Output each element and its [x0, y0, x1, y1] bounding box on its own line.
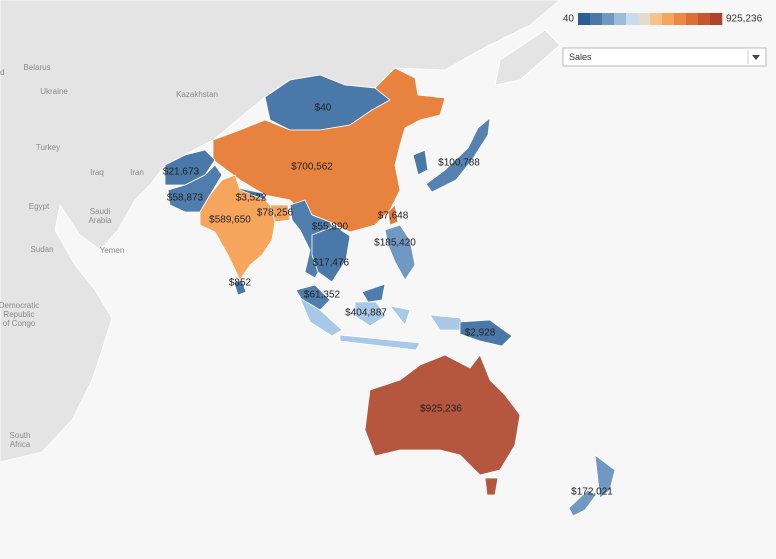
region: [387, 204, 399, 226]
filter-dropdown[interactable]: Sales: [562, 47, 767, 67]
region-label: $21,673: [163, 167, 200, 178]
place-name: of Congo: [3, 319, 36, 328]
region-label: $925,236: [420, 404, 462, 415]
region: [594, 454, 616, 499]
region: [361, 283, 386, 303]
region: [389, 305, 411, 326]
legend-swatch: [602, 13, 615, 25]
place-name: Iraq: [90, 168, 104, 177]
region: [484, 477, 499, 496]
region: [311, 225, 351, 283]
dropdown-box[interactable]: [562, 47, 767, 67]
color-legend: 40 925,236: [563, 13, 763, 25]
region-label: $7,648: [378, 211, 409, 222]
region: [364, 354, 521, 476]
place-name: Poland: [0, 68, 4, 77]
region: [233, 279, 247, 296]
legend-swatch: [650, 13, 663, 25]
region-label: $40: [315, 103, 332, 114]
legend-max: 925,236: [726, 14, 763, 25]
place-name: Yemen: [100, 246, 125, 255]
place-name: Sudan: [30, 245, 53, 254]
regions: [164, 67, 616, 517]
region-label: $172,021: [571, 487, 613, 498]
land: [0, 0, 561, 463]
region-labels: $40 $700,562 $100,788 $21,673 $58,873 $3,522 $…: [163, 103, 613, 498]
region-label: $852: [229, 278, 252, 289]
place-name: South: [10, 431, 31, 440]
place-name: Saudi: [90, 207, 111, 216]
region: [425, 117, 491, 193]
region: [354, 301, 387, 327]
place-name: Kazakhstan: [176, 90, 218, 99]
region-label: $58,873: [167, 193, 204, 204]
legend-swatch: [590, 13, 603, 25]
region-label: $55,890: [312, 222, 349, 233]
place-name: Ukraine: [40, 87, 68, 96]
legend-swatch: [578, 13, 591, 25]
region-label: $61,352: [304, 290, 341, 301]
dropdown-arrow[interactable]: [752, 55, 760, 60]
region-label: $589,650: [209, 215, 251, 226]
legend-swatch: [686, 13, 699, 25]
region: [568, 489, 597, 517]
place-name: Egypt: [29, 202, 50, 211]
region-label: $700,562: [291, 162, 333, 173]
place-name: Democratic: [0, 301, 39, 310]
region: [459, 319, 513, 347]
region-label: $100,788: [438, 158, 480, 169]
region-label: $2,928: [465, 328, 496, 339]
legend-swatch: [614, 13, 627, 25]
place-name: Iran: [130, 168, 144, 177]
region-label: $78,256: [257, 208, 294, 219]
dropdown-label[interactable]: Sales: [569, 52, 592, 62]
region: [167, 164, 223, 213]
land: [494, 29, 561, 86]
region-label: $185,420: [374, 238, 416, 249]
place-names: Poland Belarus Ukraine Kazakhstan Turkey Iraq…: [0, 63, 218, 449]
place-name: Arabia: [88, 216, 112, 225]
legend-swatch: [626, 13, 639, 25]
place-name: Republic: [3, 310, 34, 319]
legend-swatch: [638, 13, 651, 25]
region-label: $3,522: [236, 193, 267, 204]
unlabelled-region: [412, 149, 429, 176]
region: [199, 174, 276, 281]
region-label: $404,887: [345, 308, 387, 319]
legend-swatch: [674, 13, 687, 25]
legend-min: 40: [563, 14, 575, 25]
place-name: Belarus: [23, 63, 50, 72]
place-name: Turkey: [36, 143, 60, 152]
region-label: $17,476: [313, 258, 350, 269]
region: [384, 224, 416, 281]
legend-swatch: [662, 13, 675, 25]
legend-swatch: [698, 13, 711, 25]
legend-swatch: [710, 13, 723, 25]
place-name: Africa: [10, 440, 31, 449]
region: [299, 297, 343, 337]
region: [339, 334, 421, 351]
